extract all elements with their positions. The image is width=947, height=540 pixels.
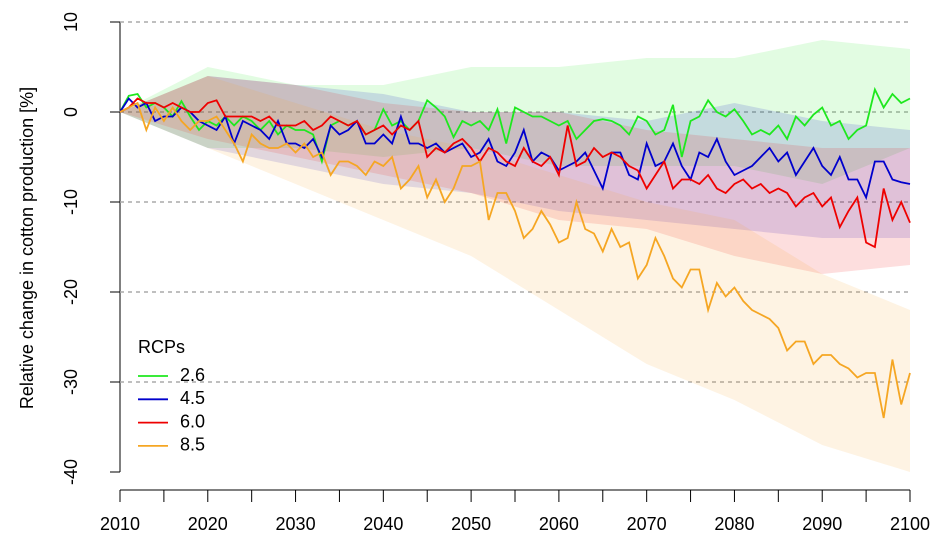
y-tick-label: 0 — [61, 107, 81, 117]
uncertainty-band — [120, 76, 910, 238]
y-tick-label: -20 — [61, 279, 81, 305]
x-tick-label: 2090 — [802, 514, 842, 534]
y-tick-label: -40 — [61, 459, 81, 485]
y-axis-label: Relative change in cotton production [%] — [17, 87, 37, 409]
uncertainty-band — [120, 76, 910, 472]
y-tick-label: -30 — [61, 369, 81, 395]
series-line — [119, 97, 911, 201]
x-tick-label: 2050 — [451, 514, 491, 534]
uncertainty-band — [120, 76, 910, 274]
legend-label: 6.0 — [180, 411, 205, 431]
series-line — [119, 86, 911, 165]
x-tick-label: 2080 — [714, 514, 754, 534]
series-line — [119, 97, 911, 249]
series-line — [119, 101, 911, 419]
y-tick-label: -10 — [61, 189, 81, 215]
legend-label: 8.5 — [180, 435, 205, 455]
x-tick-label: 2060 — [539, 514, 579, 534]
legend-title: RCPs — [138, 337, 185, 357]
y-tick-label: 10 — [61, 12, 81, 32]
legend-label: 2.6 — [180, 365, 205, 385]
legend-label: 4.5 — [180, 388, 205, 408]
x-tick-label: 2030 — [276, 514, 316, 534]
x-tick-label: 2020 — [188, 514, 228, 534]
x-tick-label: 2100 — [890, 514, 930, 534]
x-tick-label: 2010 — [100, 514, 140, 534]
x-tick-label: 2040 — [363, 514, 403, 534]
x-tick-label: 2070 — [627, 514, 667, 534]
